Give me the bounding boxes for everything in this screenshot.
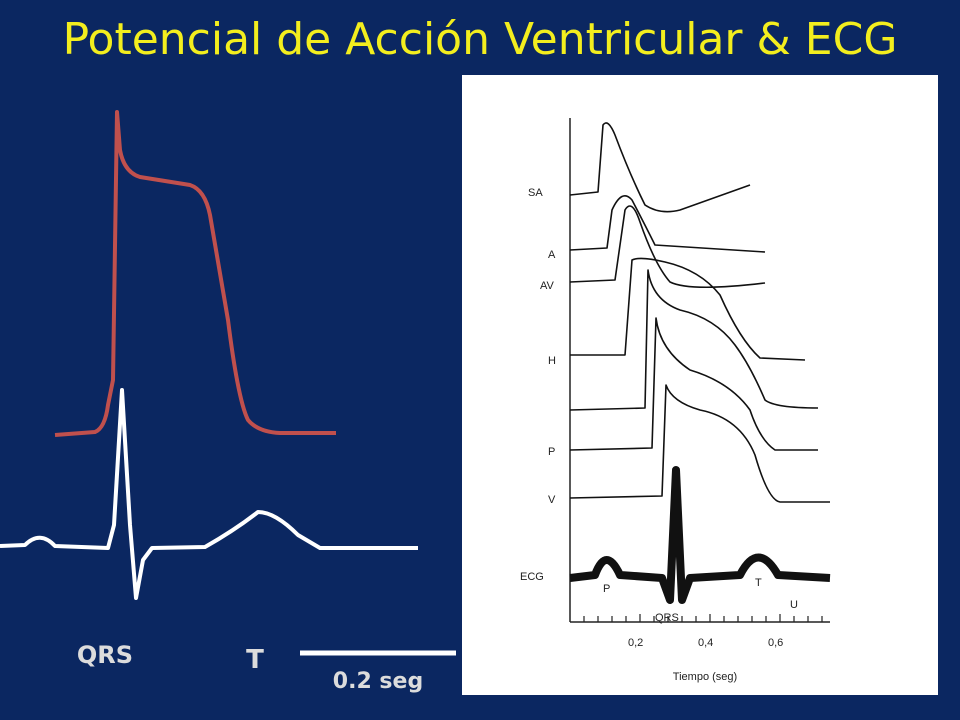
t-label: T (246, 645, 264, 675)
wave-label: QRS (655, 612, 679, 624)
ecg-trace (0, 388, 418, 600)
figure-panel (462, 75, 938, 695)
trace-label: P (548, 446, 555, 458)
trace-sa (569, 122, 751, 213)
trace-av (569, 205, 766, 289)
trace-a (569, 194, 766, 253)
axis-tick-label: 0,6 (768, 637, 783, 649)
trace-v1 (569, 317, 818, 451)
axis-title: Tiempo (seg) (673, 671, 737, 683)
action-potential (54, 110, 336, 437)
wave-label: T (755, 577, 762, 589)
trace-label: V (548, 494, 556, 506)
slide-title: Potencial de Acción Ventricular & ECG (63, 14, 898, 65)
trace-label: SA (528, 187, 543, 199)
figure: SA A AV H P V ECG P T U QRS 0,2 0,4 0,6 … (462, 75, 938, 695)
trace-label: A (548, 249, 556, 261)
trace-p (569, 269, 819, 411)
wave-label: P (603, 583, 610, 595)
scale-label: 0.2 seg (333, 669, 423, 694)
axis-ticks (583, 614, 823, 622)
wave-label: U (790, 599, 798, 611)
trace-ecg (569, 466, 831, 604)
trace-v2 (569, 384, 830, 503)
axis-tick-label: 0,2 (628, 637, 643, 649)
trace-label: ECG (520, 571, 544, 583)
trace-label: AV (540, 280, 555, 292)
axis-tick-label: 0,4 (698, 637, 713, 649)
trace-h (570, 257, 806, 361)
qrs-label: QRS (77, 641, 133, 669)
trace-label: H (548, 355, 556, 367)
